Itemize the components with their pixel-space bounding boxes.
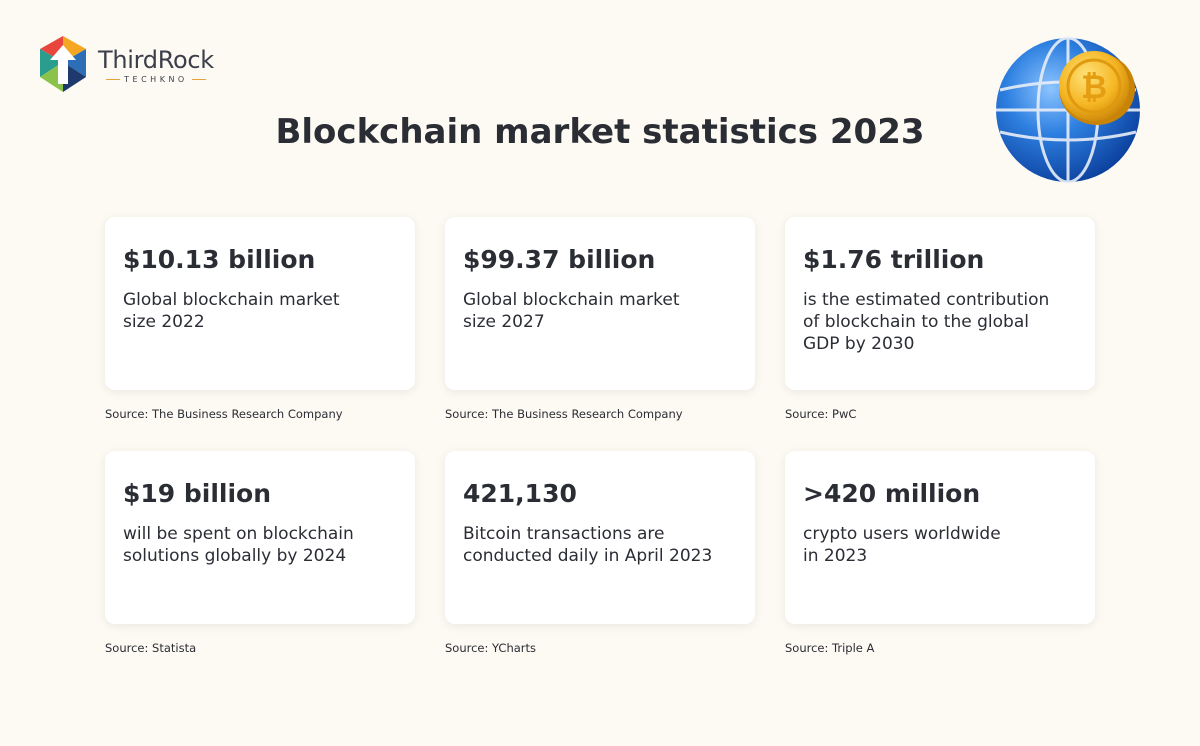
stat-description: Global blockchain market size 2027 (463, 290, 680, 332)
brand-logo: ThirdRock TECHKNO (36, 36, 214, 94)
thirdrock-logo-icon (40, 36, 86, 92)
stat-description: is the estimated contribution of blockch… (803, 290, 1050, 354)
brand-name: ThirdRock (98, 45, 214, 74)
stat-card: >420 million crypto users worldwide in 2… (785, 451, 1095, 624)
svg-text:₿: ₿ (1081, 68, 1107, 106)
page-title: Blockchain market statistics 2023 (275, 112, 925, 152)
stat-description: crypto users worldwide in 2023 (803, 524, 1001, 566)
stat-source: Source: The Business Research Company (445, 407, 683, 421)
stat-value: >420 million (803, 479, 981, 508)
stat-source: Source: Statista (105, 641, 197, 655)
stat-card: $99.37 billion Global blockchain market … (445, 217, 755, 390)
stat-description: Global blockchain market size 2022 (123, 290, 340, 332)
stat-source: Source: The Business Research Company (105, 407, 343, 421)
brand-sub-text: TECHKNO (124, 74, 188, 84)
globe-bitcoin-icon: ₿ (996, 36, 1140, 184)
brand-subtitle: TECHKNO (102, 75, 210, 84)
stat-source: Source: YCharts (445, 641, 537, 655)
stat-card: 421,130 Bitcoin transactions are conduct… (445, 451, 755, 624)
stat-card: $19 billion will be spent on blockchain … (105, 451, 415, 624)
stat-value: 421,130 (463, 479, 577, 508)
stat-card: $10.13 billion Global blockchain market … (105, 217, 415, 390)
stat-value: $19 billion (123, 479, 272, 508)
stat-source: Source: Triple A (785, 641, 875, 655)
stat-value: $99.37 billion (463, 245, 656, 274)
stat-description: Bitcoin transactions are conducted daily… (463, 524, 713, 566)
stat-card: $1.76 trillion is the estimated contribu… (785, 217, 1095, 390)
stat-value: $1.76 trillion (803, 245, 985, 274)
stat-value: $10.13 billion (123, 245, 316, 274)
stat-source: Source: PwC (785, 407, 857, 421)
stat-description: will be spent on blockchain solutions gl… (123, 524, 354, 566)
